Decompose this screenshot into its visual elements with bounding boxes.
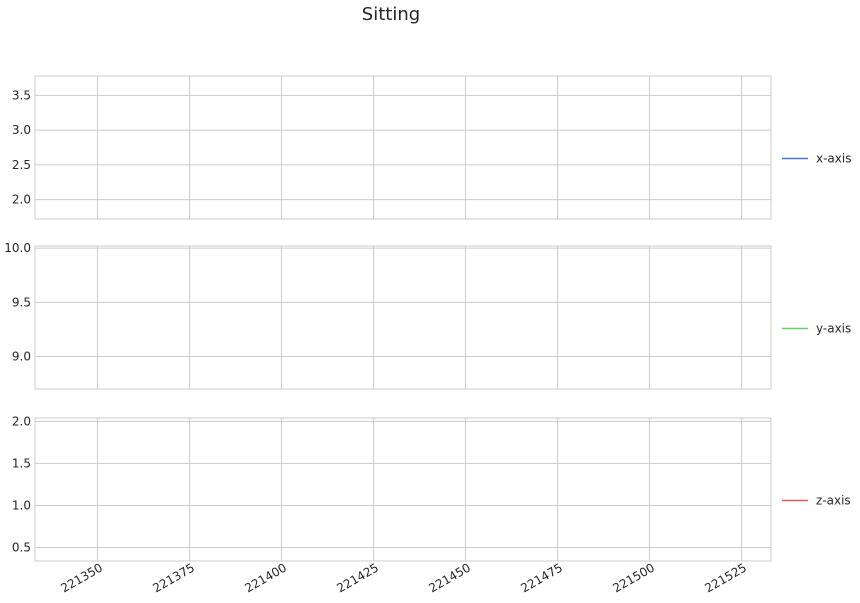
- x-tick-label: 221525: [702, 560, 749, 595]
- y-tick-label: 3.5: [12, 88, 31, 102]
- x-tick-label: 221375: [150, 560, 197, 595]
- x-tick-label: 221500: [610, 560, 657, 595]
- legend: x-axis: [782, 152, 851, 166]
- axes-frame: [34, 75, 772, 220]
- legend-label: z-axis: [816, 494, 851, 508]
- x-axis-ticks: 221350 221375 221400 221425 221450 221475 2215…: [58, 560, 749, 595]
- x-tick-label: 221400: [242, 560, 289, 595]
- x-tick-label: 221475: [518, 560, 565, 595]
- subplot-y-axis: 9.0 9.5 10.0 y-axis: [4, 241, 851, 390]
- legend: z-axis: [782, 494, 851, 508]
- legend: y-axis: [782, 322, 851, 336]
- chart-title: Sitting: [362, 4, 420, 25]
- y-tick-label: 1.0: [12, 498, 31, 512]
- subplot-z-axis: 0.5 1.0 1.5 2.0 z-axis: [12, 414, 851, 562]
- y-tick-label: 9.0: [12, 350, 31, 364]
- subplot-x-axis: 2.0 2.5 3.0 3.5 x-axis: [12, 75, 851, 220]
- y-tick-label: 2.5: [12, 158, 31, 172]
- axes-frame: [34, 417, 772, 562]
- legend-label: y-axis: [816, 322, 851, 336]
- legend-label: x-axis: [816, 152, 851, 166]
- y-tick-label: 2.0: [12, 193, 31, 207]
- y-tick-label: 2.0: [12, 414, 31, 428]
- x-tick-label: 221450: [426, 560, 473, 595]
- y-tick-label: 3.0: [12, 123, 31, 137]
- x-tick-label: 221425: [334, 560, 381, 595]
- y-tick-label: 0.5: [12, 541, 31, 555]
- x-tick-label: 221350: [58, 560, 105, 595]
- subplots: 2.0 2.5 3.0 3.5 x-axis 9.0 9.5 10.0 y-axis 0.5 1.0…: [4, 75, 851, 562]
- y-tick-label: 9.5: [12, 295, 31, 309]
- axes-frame: [34, 245, 772, 390]
- y-tick-label: 10.0: [4, 241, 31, 255]
- y-tick-label: 1.5: [12, 456, 31, 470]
